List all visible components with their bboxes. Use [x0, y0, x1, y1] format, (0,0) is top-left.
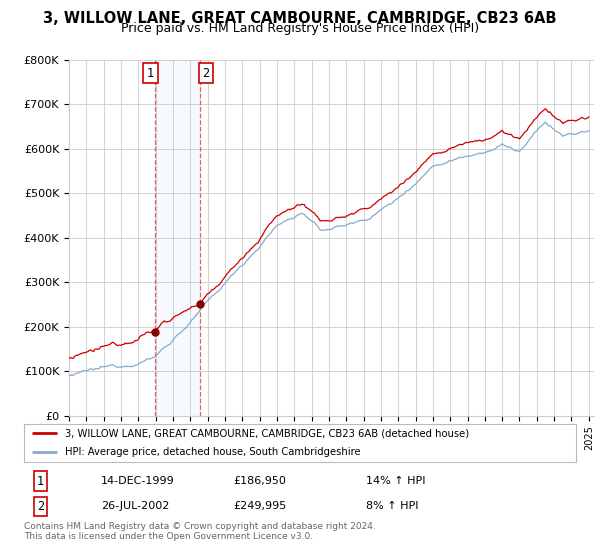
Text: 2: 2: [37, 500, 44, 513]
Text: Price paid vs. HM Land Registry's House Price Index (HPI): Price paid vs. HM Land Registry's House …: [121, 22, 479, 35]
Text: £186,950: £186,950: [234, 476, 287, 486]
Text: 1: 1: [37, 475, 44, 488]
Text: 26-JUL-2002: 26-JUL-2002: [101, 501, 170, 511]
Text: HPI: Average price, detached house, South Cambridgeshire: HPI: Average price, detached house, Sout…: [65, 447, 361, 458]
Text: 2: 2: [202, 67, 209, 80]
Text: 14-DEC-1999: 14-DEC-1999: [101, 476, 175, 486]
Text: 3, WILLOW LANE, GREAT CAMBOURNE, CAMBRIDGE, CB23 6AB (detached house): 3, WILLOW LANE, GREAT CAMBOURNE, CAMBRID…: [65, 428, 470, 438]
Text: 1: 1: [147, 67, 154, 80]
Text: Contains HM Land Registry data © Crown copyright and database right 2024.
This d: Contains HM Land Registry data © Crown c…: [24, 522, 376, 542]
Bar: [155, 60, 200, 416]
Text: 8% ↑ HPI: 8% ↑ HPI: [366, 501, 419, 511]
Text: 3, WILLOW LANE, GREAT CAMBOURNE, CAMBRIDGE, CB23 6AB: 3, WILLOW LANE, GREAT CAMBOURNE, CAMBRID…: [43, 11, 557, 26]
Text: £249,995: £249,995: [234, 501, 287, 511]
Text: 14% ↑ HPI: 14% ↑ HPI: [366, 476, 426, 486]
